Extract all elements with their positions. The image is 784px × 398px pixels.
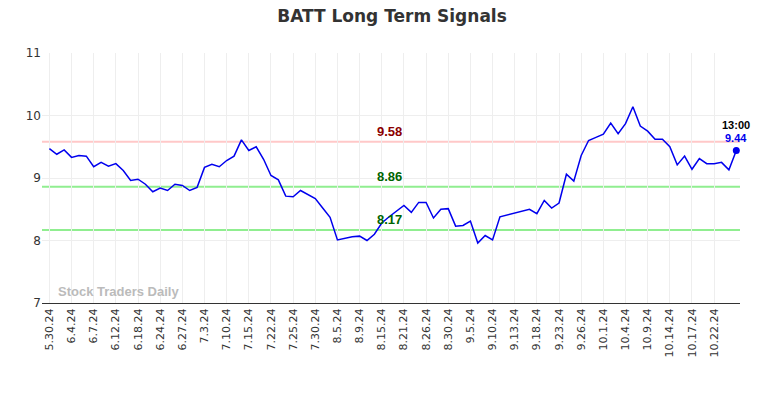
- svg-text:9.5.24: 9.5.24: [464, 308, 477, 343]
- svg-text:7.15.24: 7.15.24: [242, 308, 255, 350]
- svg-text:10.17.24: 10.17.24: [686, 308, 699, 357]
- svg-text:9.10.24: 9.10.24: [486, 308, 499, 350]
- svg-text:8.21.24: 8.21.24: [398, 308, 411, 350]
- svg-text:7.25.24: 7.25.24: [287, 308, 300, 350]
- svg-text:7.3.24: 7.3.24: [198, 308, 211, 343]
- svg-text:7: 7: [33, 296, 41, 310]
- svg-text:10.22.24: 10.22.24: [708, 308, 721, 357]
- svg-text:9: 9: [33, 171, 41, 185]
- svg-text:13:00: 13:00: [722, 119, 750, 131]
- svg-text:6.18.24: 6.18.24: [132, 308, 145, 350]
- svg-text:7.10.24: 7.10.24: [220, 308, 233, 350]
- svg-text:7.22.24: 7.22.24: [265, 308, 278, 350]
- svg-text:10: 10: [26, 109, 41, 123]
- svg-text:10.4.24: 10.4.24: [619, 308, 632, 350]
- svg-text:6.7.24: 6.7.24: [87, 308, 100, 343]
- svg-text:8.17: 8.17: [377, 212, 402, 227]
- svg-text:6.24.24: 6.24.24: [154, 308, 167, 350]
- svg-text:9.44: 9.44: [725, 132, 747, 144]
- svg-text:6.4.24: 6.4.24: [65, 308, 78, 343]
- svg-text:8.15.24: 8.15.24: [375, 308, 388, 350]
- svg-text:Stock Traders Daily: Stock Traders Daily: [58, 284, 179, 299]
- svg-text:9.26.24: 9.26.24: [575, 308, 588, 350]
- svg-text:10.1.24: 10.1.24: [597, 308, 610, 350]
- svg-text:9.18.24: 9.18.24: [530, 308, 543, 350]
- svg-text:8.30.24: 8.30.24: [442, 308, 455, 350]
- svg-text:7.30.24: 7.30.24: [309, 308, 322, 350]
- svg-text:8: 8: [33, 234, 41, 248]
- svg-text:8.5.24: 8.5.24: [331, 308, 344, 343]
- svg-text:6.27.24: 6.27.24: [176, 308, 189, 350]
- svg-text:10.9.24: 10.9.24: [641, 308, 654, 350]
- svg-text:8.9.24: 8.9.24: [353, 308, 366, 343]
- svg-text:8.86: 8.86: [377, 169, 402, 184]
- svg-text:5.30.24: 5.30.24: [43, 308, 56, 350]
- svg-text:10.14.24: 10.14.24: [663, 308, 676, 357]
- svg-text:9.13.24: 9.13.24: [508, 308, 521, 350]
- svg-text:BATT Long Term Signals: BATT Long Term Signals: [277, 6, 507, 26]
- svg-text:11: 11: [26, 46, 41, 60]
- svg-text:9.58: 9.58: [377, 124, 402, 139]
- svg-text:9.23.24: 9.23.24: [553, 308, 566, 350]
- svg-text:8.26.24: 8.26.24: [420, 308, 433, 350]
- svg-text:6.12.24: 6.12.24: [109, 308, 122, 350]
